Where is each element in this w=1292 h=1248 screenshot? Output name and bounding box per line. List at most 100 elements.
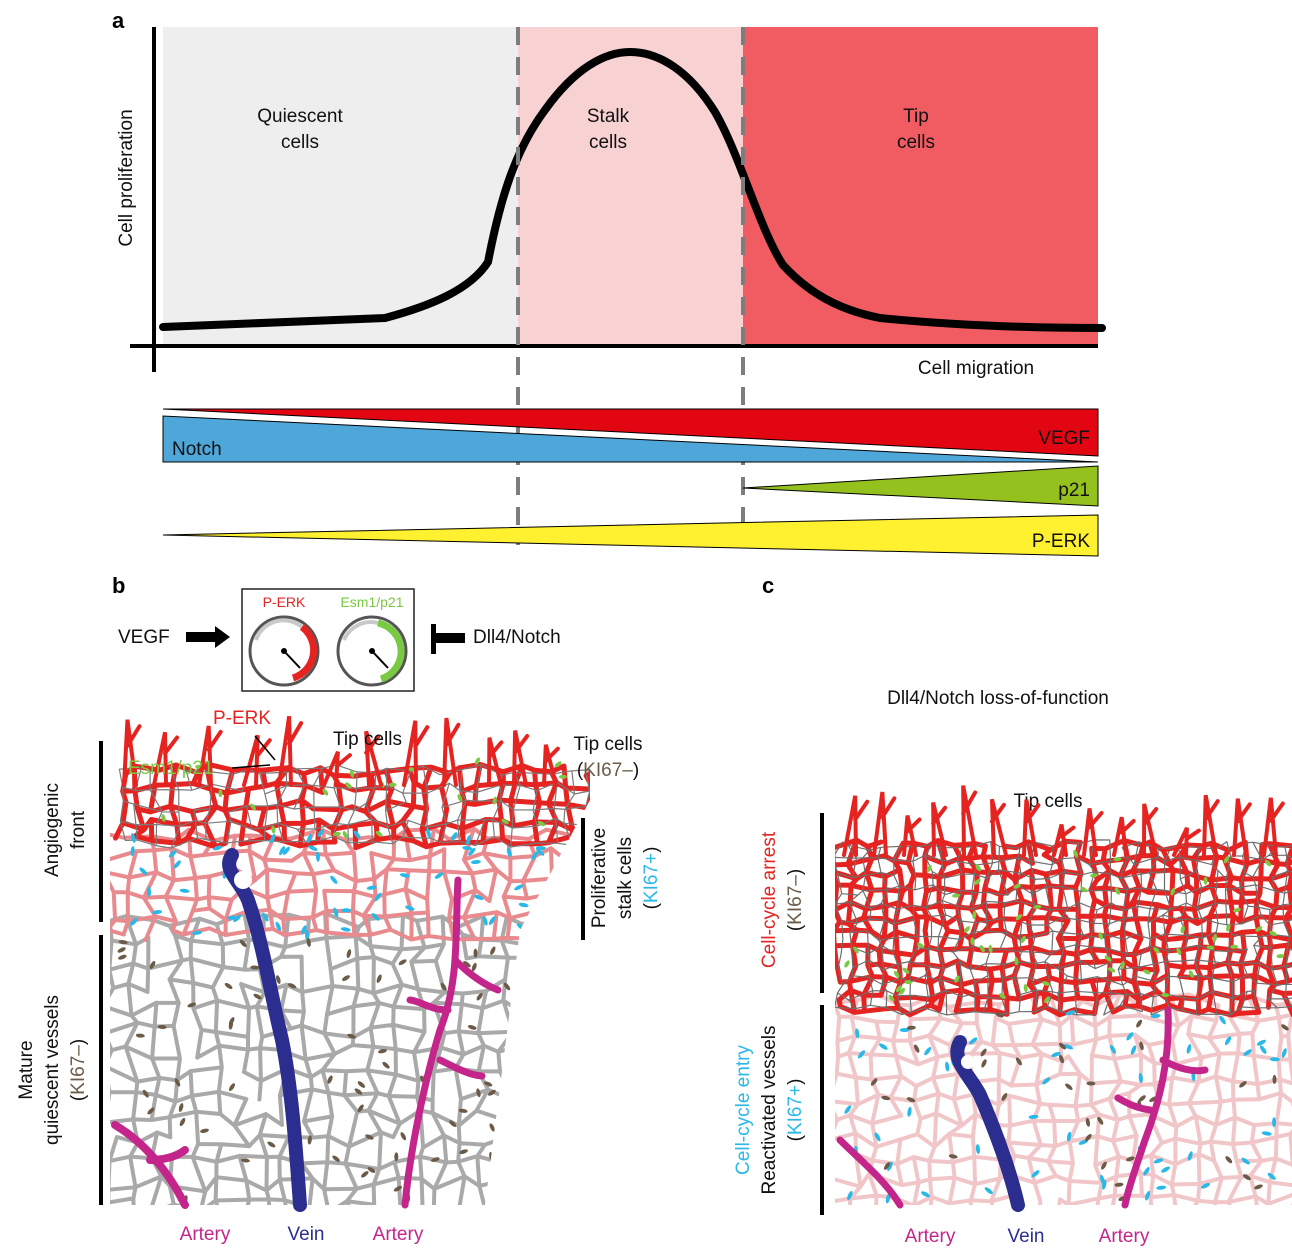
tip-sprout (197, 725, 223, 787)
cell-nucleus (509, 1099, 519, 1104)
cell-nucleus (393, 1185, 402, 1192)
cell-nucleus (304, 929, 310, 940)
cell-nucleus (174, 1078, 181, 1087)
tip-sprout (902, 815, 922, 857)
cell-nucleus (341, 908, 352, 913)
cell-nucleus (1186, 1044, 1192, 1054)
cell-nuclei (117, 757, 585, 1204)
cell-nucleus (1014, 957, 1019, 966)
cell-nucleus (558, 774, 567, 779)
cell-nucleus (954, 975, 960, 983)
cell-nucleus (308, 845, 318, 851)
cell-nucleus (476, 992, 483, 1001)
cell-nucleus (883, 1162, 891, 1170)
cell-nucleus (1138, 1095, 1146, 1102)
cell-nucleus (536, 848, 545, 856)
tip-sprout (931, 802, 948, 857)
cell-nucleus (1058, 1042, 1067, 1050)
cell-nucleus (1225, 1156, 1233, 1164)
cell-nucleus (1161, 1166, 1170, 1173)
cell-nucleus (487, 1089, 496, 1096)
angiogenic-front-label-2: front (68, 810, 89, 849)
cell-nucleus (342, 975, 350, 981)
vegf-label: VEGF (1038, 428, 1090, 449)
artery-left-label-b: Artery (180, 1224, 231, 1245)
cell-nucleus (881, 1095, 891, 1101)
cell-nucleus (853, 946, 859, 954)
cell-nucleus (361, 1171, 369, 1178)
cell-nucleus (434, 872, 444, 879)
cell-nucleus (1107, 967, 1116, 973)
tip-sprout (242, 734, 272, 787)
cell-nucleus (146, 886, 152, 897)
cell-nucleus (1267, 1172, 1276, 1180)
vessel-mesh (118, 764, 590, 849)
cell-nucleus (1031, 1170, 1040, 1178)
cell-nucleus (514, 884, 524, 891)
cell-nucleus (952, 893, 961, 898)
cell-nucleus (388, 782, 397, 787)
cell-nucleus (287, 983, 297, 989)
artery-right-label-b: Artery (373, 1224, 424, 1245)
cell-nucleus (467, 1025, 477, 1030)
cell-nucleus (1028, 1114, 1039, 1119)
cell-nucleus (218, 789, 223, 798)
cell-nucleus (1085, 1117, 1091, 1127)
panel-c-letter: c (762, 573, 774, 598)
cell-nucleus (471, 962, 477, 972)
cell-nucleus (1065, 1010, 1076, 1016)
cell-nucleus (1143, 1166, 1150, 1176)
tip-sprout (277, 715, 304, 787)
cell-nucleus (999, 993, 1006, 999)
cell-nucleus (306, 833, 312, 844)
cell-nucleus (924, 1047, 932, 1056)
tip-sprout (1172, 826, 1201, 857)
cell-nucleus (1239, 1081, 1247, 1088)
mature-label-3: (KI67–) (68, 1039, 89, 1101)
cell-nucleus (504, 1067, 512, 1075)
tip-sprout (487, 737, 504, 787)
cell-nucleus (988, 944, 993, 953)
cell-nucleus (1276, 954, 1285, 959)
cell-nucleus (1101, 1161, 1107, 1170)
cell-nucleus (1113, 857, 1122, 862)
cell-nucleus (1219, 1015, 1226, 1025)
cell-nucleus (506, 847, 512, 858)
callout-perk-line (254, 735, 276, 761)
cell-nucleus (468, 847, 476, 856)
cell-nucleus (228, 1020, 234, 1030)
panel-b-letter: b (112, 573, 125, 598)
cell-nucleus (488, 916, 496, 925)
cell-nucleus (1272, 1074, 1277, 1084)
cell-nucleus (367, 1167, 376, 1173)
cell-nucleus (1241, 1157, 1250, 1165)
front-plexus (113, 761, 590, 851)
p21-label: p21 (1058, 480, 1090, 501)
cell-nucleus (974, 878, 981, 885)
cell-nucleus (1138, 1072, 1143, 1083)
cell-nucleus (240, 1158, 250, 1163)
cell-nucleus (1161, 993, 1170, 998)
cell-nucleus (332, 831, 341, 837)
proliferative-label-1: Proliferative (589, 828, 610, 928)
cell-nucleus (382, 1061, 390, 1069)
reactivated-label-3: (KI67+) (785, 1079, 806, 1142)
cell-nucleus (1153, 1158, 1164, 1164)
cell-nucleus (489, 1123, 495, 1132)
cell-nucleus (179, 1117, 186, 1127)
quiescent-zone (163, 27, 518, 347)
cell-nucleus (501, 818, 509, 825)
cell-nucleus (917, 942, 925, 949)
cell-nucleus (1065, 1083, 1073, 1090)
cell-nucleus (473, 948, 478, 958)
cell-nucleus (307, 1135, 312, 1145)
cell-nucleus (1114, 887, 1120, 895)
tip-sprout (989, 798, 1008, 857)
cell-nucleus (366, 885, 377, 890)
cell-nucleus (463, 961, 471, 968)
cell-nucleus (1120, 961, 1125, 970)
angiogenic-front-label-1: Angiogenic (42, 783, 63, 877)
vessel-mesh (835, 991, 1292, 1205)
cell-nucleus (398, 959, 407, 966)
stalk-label-1: Stalk (587, 106, 630, 127)
